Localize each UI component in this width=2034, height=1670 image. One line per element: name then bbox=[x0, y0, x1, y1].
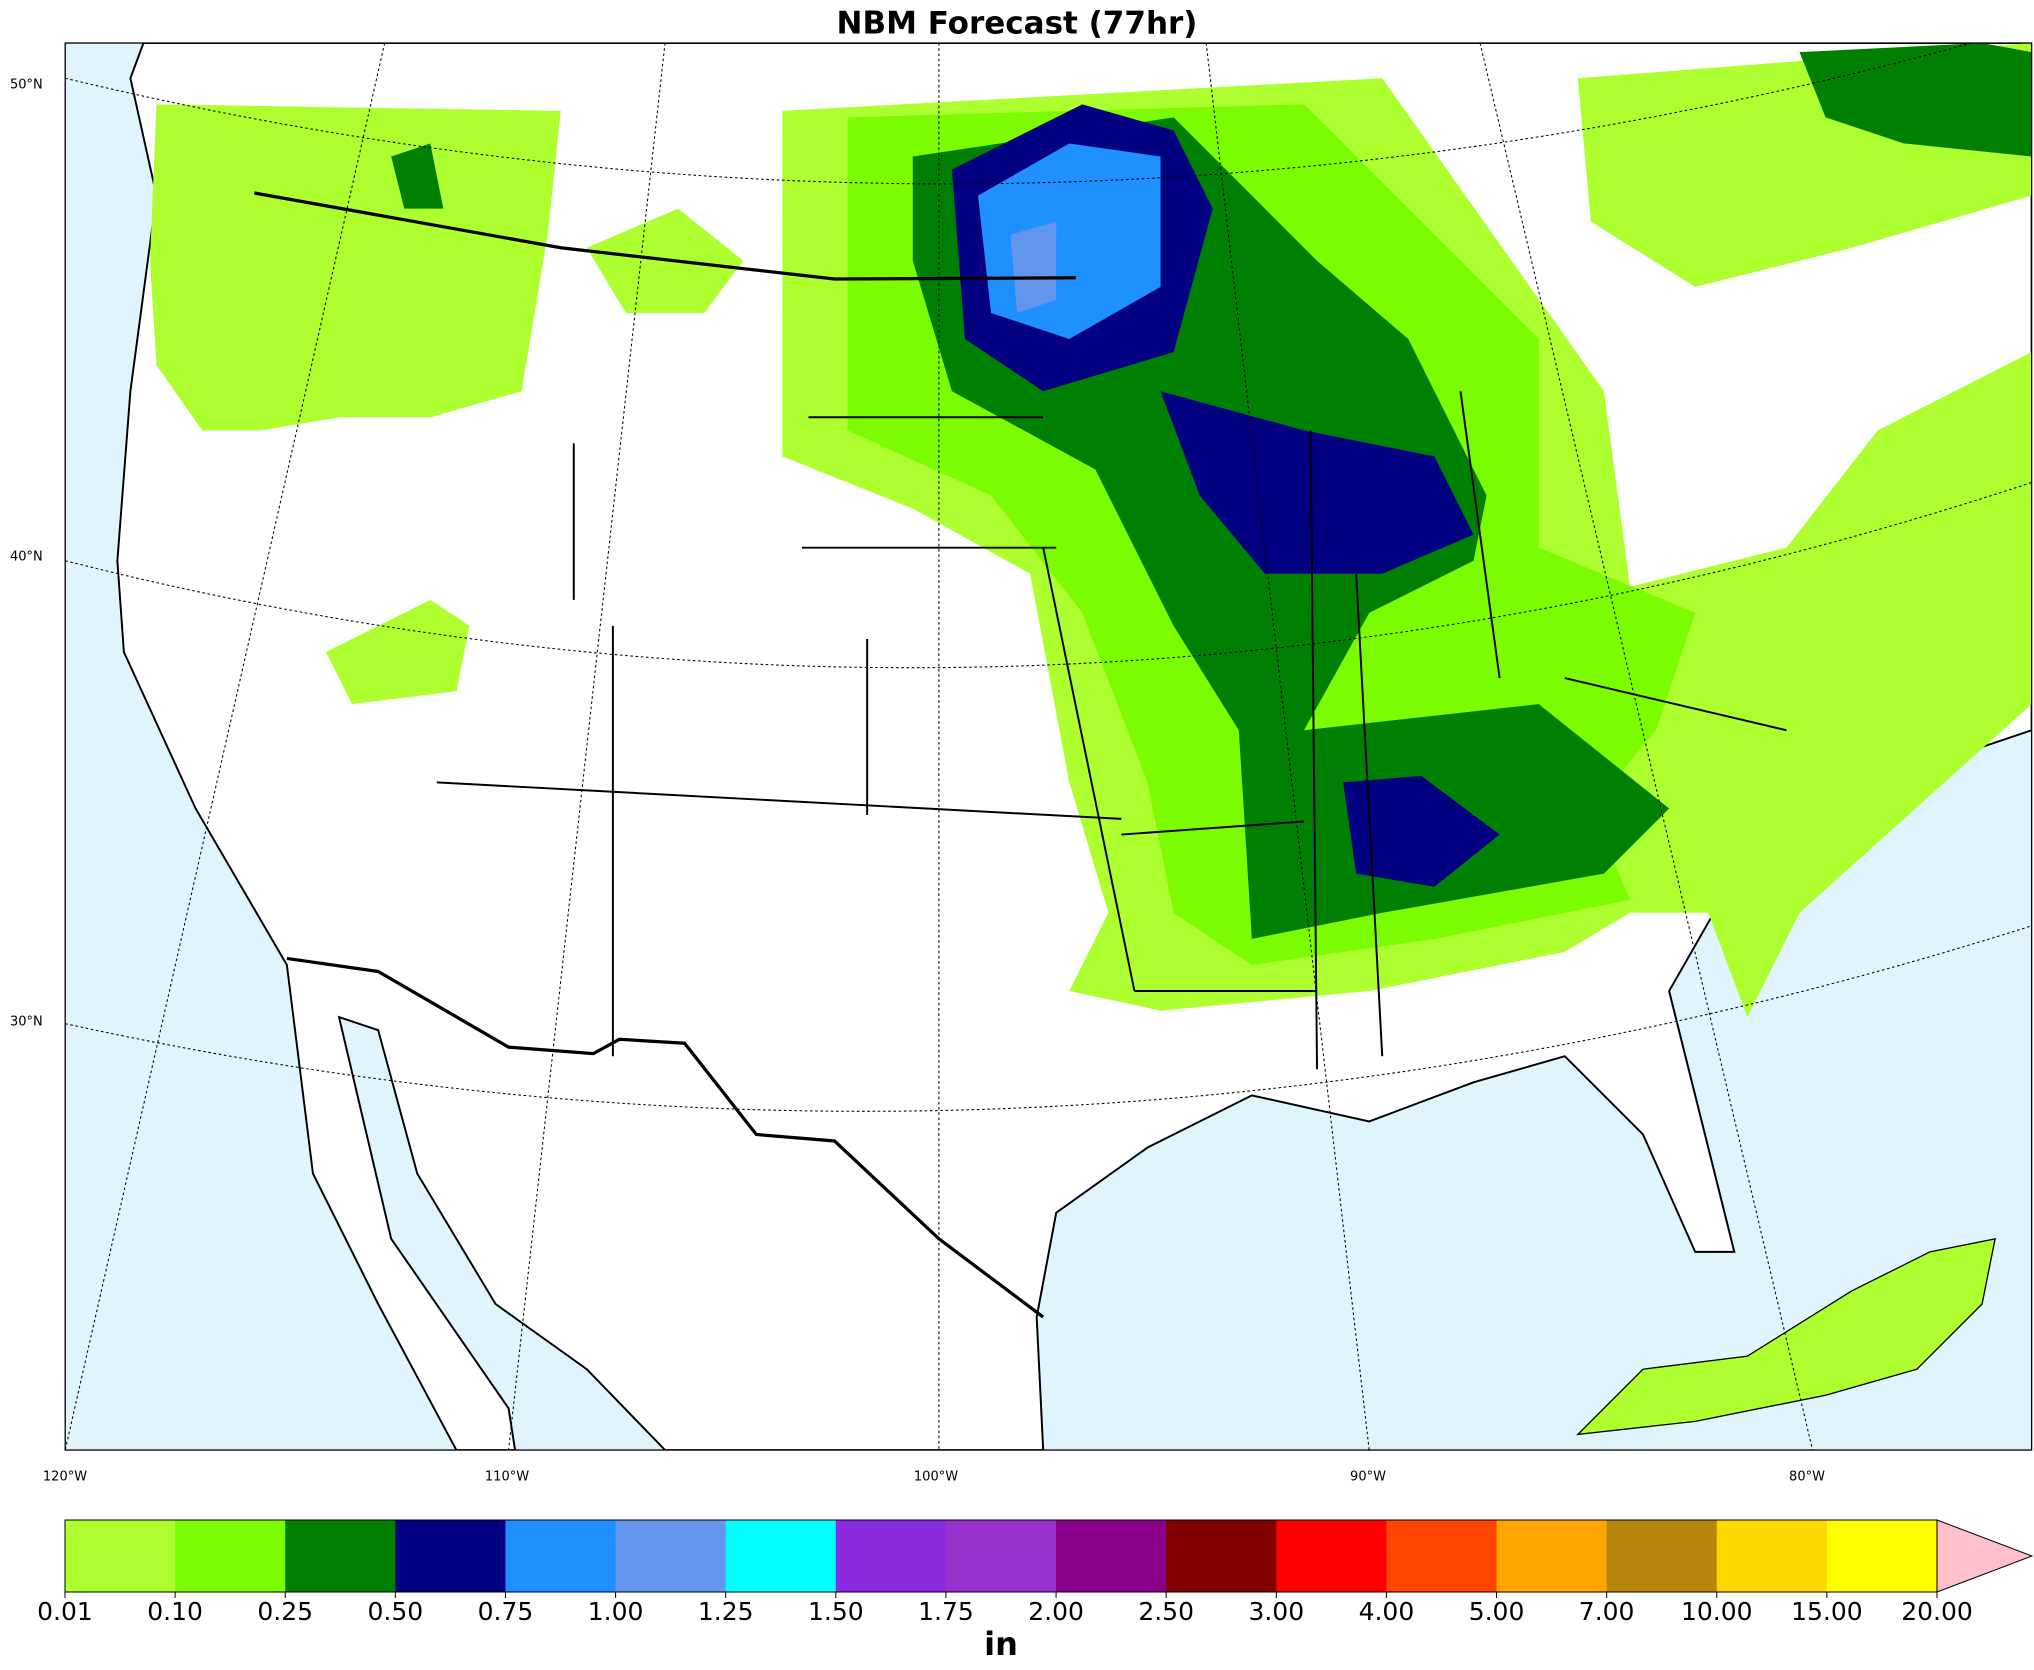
colorbar-box bbox=[285, 1520, 396, 1592]
colorbar-box bbox=[1606, 1520, 1718, 1592]
colorbar-tick-label: 7.00 bbox=[1579, 1597, 1635, 1626]
state-lines bbox=[436, 391, 1787, 1070]
graticule bbox=[65, 43, 2032, 1451]
colorbar-box bbox=[615, 1520, 727, 1592]
colorbar-tick-label: 1.00 bbox=[588, 1597, 644, 1626]
border bbox=[253, 191, 1076, 281]
precip-tn-navy bbox=[1343, 775, 1500, 887]
colorbar-tick-label: 0.75 bbox=[478, 1597, 534, 1626]
map bbox=[64, 42, 2033, 1451]
colorbar-box bbox=[1276, 1520, 1387, 1592]
colorbar-box bbox=[835, 1520, 947, 1592]
colorbar-box bbox=[725, 1520, 837, 1592]
colorbar-box bbox=[1826, 1520, 1938, 1592]
colorbar-tick-label: 1.75 bbox=[918, 1597, 974, 1626]
colorbar-tick-label: 3.00 bbox=[1248, 1597, 1304, 1626]
lon-label: 90°W bbox=[1350, 1470, 1386, 1485]
precip-nd-core bbox=[1010, 221, 1057, 313]
colorbar: 0.01 0.10 0.25 0.50 0.75 1.00 1.25 1.50 1.75 2.00… bbox=[37, 1519, 2034, 1663]
colorbar-tick-label: 1.50 bbox=[808, 1597, 864, 1626]
colorbar-box bbox=[1166, 1520, 1277, 1592]
precip-nw-core bbox=[391, 143, 444, 209]
colorbar-frame bbox=[64, 1519, 1937, 1593]
lon-label: 120°W bbox=[43, 1470, 87, 1485]
colorbar-tick-label: 4.00 bbox=[1359, 1597, 1415, 1626]
lon-label: 100°W bbox=[914, 1470, 958, 1485]
precip-nw bbox=[149, 104, 561, 431]
precip-ne-dark bbox=[1799, 43, 2032, 157]
lat-label: 30°N bbox=[10, 1015, 43, 1030]
precip-gl-navy bbox=[1160, 391, 1474, 574]
labels: 50°N 40°N 30°N 120°W 110°W 100°W 90°W 80°W bbox=[10, 78, 1825, 1485]
colorbar-tick-label: 1.25 bbox=[698, 1597, 754, 1626]
colorbar-box bbox=[395, 1520, 506, 1592]
cuba bbox=[1576, 1237, 1996, 1436]
colorbar-box bbox=[505, 1520, 617, 1592]
lat-label: 40°N bbox=[10, 550, 43, 565]
lon-label: 110°W bbox=[485, 1470, 529, 1485]
colorbar-tick-label: 0.01 bbox=[37, 1597, 93, 1626]
colorbar-box bbox=[175, 1520, 286, 1592]
colorbar-box bbox=[945, 1520, 1057, 1592]
colorbar-tick-label: 10.00 bbox=[1681, 1597, 1753, 1626]
colorbar-tick-label: 2.50 bbox=[1138, 1597, 1194, 1626]
colorbar-unit: in bbox=[984, 1625, 1018, 1663]
border bbox=[286, 956, 1045, 1319]
colorbar-tick-label: 15.00 bbox=[1791, 1597, 1863, 1626]
precip-sw bbox=[326, 599, 470, 705]
colorbar-box bbox=[1056, 1520, 1167, 1592]
colorbar-tick-label: 0.25 bbox=[257, 1597, 313, 1626]
title: NBM Forecast (77hr) bbox=[837, 6, 1198, 42]
lon-label: 80°W bbox=[1789, 1470, 1825, 1485]
colorbar-tick-label: 0.10 bbox=[147, 1597, 203, 1626]
lat-label: 50°N bbox=[10, 78, 43, 93]
colorbar-tick-label: 0.50 bbox=[368, 1597, 424, 1626]
map-frame bbox=[64, 42, 2033, 1451]
colorbar-box bbox=[65, 1520, 176, 1592]
colorbar-tick-label: 2.00 bbox=[1028, 1597, 1084, 1626]
colorbar-tick-label: 20.00 bbox=[1901, 1597, 1973, 1626]
colorbar-box bbox=[1496, 1520, 1608, 1592]
colorbar-box bbox=[1716, 1520, 1828, 1592]
colorbar-box bbox=[1386, 1520, 1498, 1592]
colorbar-tick-label: 5.00 bbox=[1469, 1597, 1525, 1626]
colorbar-extend bbox=[1936, 1519, 2034, 1593]
